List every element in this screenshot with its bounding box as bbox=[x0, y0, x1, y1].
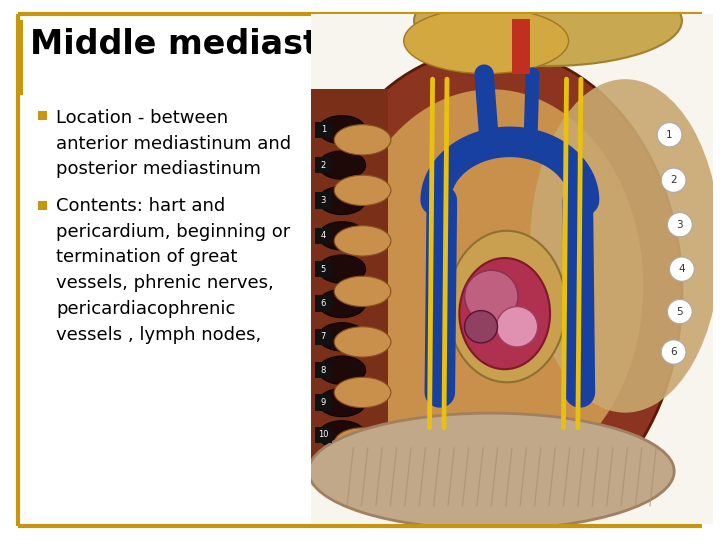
Text: 2: 2 bbox=[670, 176, 677, 185]
Circle shape bbox=[464, 310, 498, 343]
Bar bbox=[315, 362, 332, 379]
Ellipse shape bbox=[334, 428, 391, 458]
Ellipse shape bbox=[308, 413, 674, 529]
Text: Location - between
anterior mediastinum and
posterior mediastinum: Location - between anterior mediastinum … bbox=[56, 109, 291, 178]
Bar bbox=[311, 89, 388, 483]
Bar bbox=[315, 192, 332, 208]
Bar bbox=[315, 228, 332, 244]
Ellipse shape bbox=[339, 89, 643, 483]
Ellipse shape bbox=[334, 175, 391, 206]
Text: 3: 3 bbox=[677, 220, 683, 229]
Ellipse shape bbox=[334, 226, 391, 256]
Ellipse shape bbox=[318, 255, 366, 284]
Ellipse shape bbox=[318, 421, 366, 449]
Circle shape bbox=[667, 213, 692, 237]
Ellipse shape bbox=[334, 276, 391, 307]
Circle shape bbox=[657, 123, 682, 147]
Ellipse shape bbox=[334, 327, 391, 357]
Ellipse shape bbox=[334, 125, 391, 155]
Circle shape bbox=[661, 168, 686, 192]
Bar bbox=[512, 18, 531, 74]
Ellipse shape bbox=[318, 356, 366, 384]
Circle shape bbox=[464, 270, 518, 323]
Ellipse shape bbox=[448, 231, 566, 382]
Circle shape bbox=[670, 257, 694, 281]
Text: Contents: hart and
pericardium, beginning or
termination of great
vessels, phren: Contents: hart and pericardium, beginnin… bbox=[56, 197, 290, 343]
Ellipse shape bbox=[318, 289, 366, 318]
Bar bbox=[315, 295, 332, 312]
Bar bbox=[38, 111, 47, 120]
Ellipse shape bbox=[459, 258, 550, 369]
Bar bbox=[18, 20, 23, 95]
Ellipse shape bbox=[334, 377, 391, 408]
Bar bbox=[315, 427, 332, 443]
Ellipse shape bbox=[301, 49, 682, 534]
Ellipse shape bbox=[318, 186, 366, 214]
Bar bbox=[315, 394, 332, 410]
Text: 8: 8 bbox=[320, 366, 326, 375]
Text: 6: 6 bbox=[320, 299, 326, 308]
Text: 4: 4 bbox=[678, 264, 685, 274]
Ellipse shape bbox=[414, 0, 682, 66]
Ellipse shape bbox=[318, 151, 366, 179]
Text: 7: 7 bbox=[320, 332, 326, 341]
Bar bbox=[315, 261, 332, 277]
Bar bbox=[315, 122, 332, 138]
Text: 1: 1 bbox=[666, 130, 673, 140]
Text: 5: 5 bbox=[321, 265, 326, 274]
Text: 4: 4 bbox=[321, 231, 326, 240]
Ellipse shape bbox=[404, 8, 569, 73]
Text: 6: 6 bbox=[670, 347, 677, 357]
Text: 2: 2 bbox=[321, 160, 326, 170]
Ellipse shape bbox=[318, 323, 366, 351]
Circle shape bbox=[497, 307, 538, 347]
Text: Middle mediastinum: Middle mediastinum bbox=[30, 29, 413, 62]
Ellipse shape bbox=[530, 79, 720, 413]
Ellipse shape bbox=[318, 388, 366, 417]
Bar bbox=[38, 201, 47, 210]
Ellipse shape bbox=[318, 116, 366, 144]
Text: 3: 3 bbox=[320, 196, 326, 205]
Text: 9: 9 bbox=[321, 398, 326, 407]
Ellipse shape bbox=[318, 221, 366, 250]
Text: 10: 10 bbox=[318, 430, 328, 440]
Bar bbox=[315, 329, 332, 345]
Circle shape bbox=[667, 300, 692, 323]
Bar bbox=[315, 157, 332, 173]
Circle shape bbox=[661, 340, 686, 364]
Text: 1: 1 bbox=[321, 125, 326, 134]
Text: 5: 5 bbox=[677, 307, 683, 316]
